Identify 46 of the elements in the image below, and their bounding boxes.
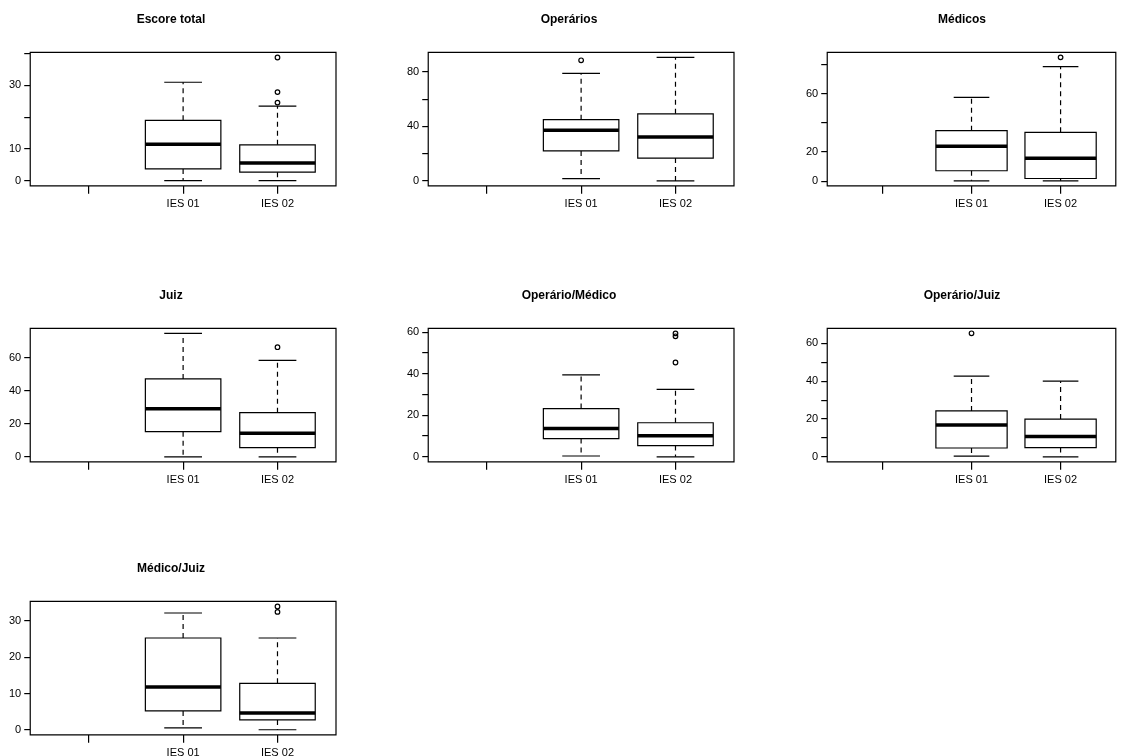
- x-tick-label: IES 01: [564, 197, 598, 210]
- chart-title: Operário/Juiz: [923, 287, 1001, 302]
- y-tick-label: 0: [15, 722, 22, 735]
- x-tick-label: IES 02: [1044, 473, 1078, 486]
- y-tick-label: 80: [406, 65, 420, 78]
- x-tick-label: IES 02: [658, 473, 693, 486]
- chart-title: Médicos: [937, 11, 987, 26]
- x-tick-label: IES 02: [260, 746, 295, 756]
- y-tick-label: 30: [8, 614, 22, 627]
- y-tick-label: 60: [406, 325, 420, 338]
- y-tick-label: 20: [8, 416, 22, 429]
- y-tick-label: 20: [805, 412, 819, 425]
- chart-title: Médico/Juiz: [136, 560, 206, 575]
- chart-title: Operário/Médico: [521, 287, 617, 302]
- y-tick-label: 30: [8, 78, 22, 91]
- y-tick-label: 60: [8, 351, 22, 364]
- x-tick-label: IES 01: [166, 746, 200, 756]
- x-tick-label: IES 01: [166, 197, 200, 210]
- x-tick-label: IES 02: [1044, 197, 1078, 210]
- y-tick-label: 40: [406, 119, 420, 132]
- y-tick-label: 20: [805, 145, 819, 158]
- chart-title: Escore total: [136, 11, 206, 26]
- y-tick-label: 0: [15, 449, 22, 462]
- y-tick-label: 60: [805, 86, 819, 99]
- y-tick-label: 10: [8, 686, 22, 699]
- y-tick-label: 0: [413, 449, 420, 462]
- x-tick-label: IES 02: [260, 473, 295, 486]
- x-tick-label: IES 02: [260, 197, 295, 210]
- y-tick-label: 60: [805, 336, 819, 349]
- y-tick-label: 40: [406, 366, 420, 379]
- y-tick-label: 0: [812, 174, 819, 187]
- y-tick-label: 20: [8, 650, 22, 663]
- x-tick-label: IES 02: [658, 197, 693, 210]
- y-tick-label: 40: [805, 374, 819, 387]
- y-tick-label: 0: [15, 173, 22, 186]
- y-tick-label: 0: [812, 449, 819, 462]
- y-tick-label: 40: [8, 384, 22, 397]
- y-tick-label: 20: [406, 408, 420, 421]
- y-tick-label: 0: [413, 173, 420, 186]
- chart-title: Operários: [540, 11, 598, 26]
- y-tick-label: 10: [8, 141, 22, 154]
- chart-title: Juiz: [159, 287, 183, 302]
- x-tick-label: IES 01: [166, 473, 200, 486]
- x-tick-label: IES 01: [955, 473, 989, 486]
- x-tick-label: IES 01: [955, 197, 989, 210]
- x-tick-label: IES 01: [564, 473, 598, 486]
